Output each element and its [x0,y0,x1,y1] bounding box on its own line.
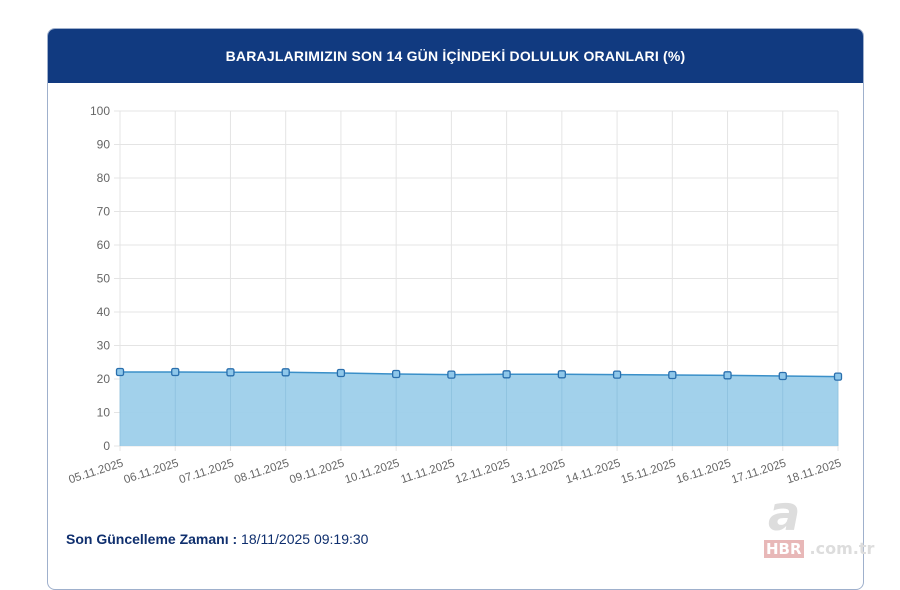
y-tick-label: 70 [97,205,111,219]
last-update-value: 18/11/2025 09:19:30 [241,531,369,547]
last-update: Son Güncelleme Zamanı : 18/11/2025 09:19… [66,531,368,547]
x-tick-label: 12.11.2025 [454,457,512,486]
data-point [833,372,843,381]
data-point [668,370,677,380]
x-tick-label: 17.11.2025 [730,457,788,486]
x-tick-label: 15.11.2025 [620,457,678,486]
chart-title: BARAJLARIMIZIN SON 14 GÜN İÇİNDEKİ DOLUL… [48,29,863,83]
data-point [612,370,622,379]
data-point [778,371,787,381]
data-point [502,370,511,379]
x-tick-label: 06.11.2025 [123,457,181,486]
data-point [115,367,125,377]
series-line [120,371,839,378]
data-point [226,368,235,377]
y-tick-label: 10 [97,406,111,420]
x-tick-label: 11.11.2025 [399,457,456,486]
y-tick-label: 80 [97,171,111,185]
data-point [281,368,290,377]
x-tick-label: 14.11.2025 [564,457,622,486]
watermark-row: HBR .com.tr [764,538,874,560]
y-tick-label: 100 [90,104,110,118]
x-tick-label: 10.11.2025 [343,457,401,486]
x-tick-label: 08.11.2025 [233,457,291,486]
data-point [447,370,456,379]
watermark-logo: a HBR .com.tr [764,490,900,560]
x-tick-label: 05.11.2025 [67,457,125,486]
x-tick-label: 16.11.2025 [675,457,733,486]
x-tick-label: 07.11.2025 [178,457,236,486]
y-tick-label: 40 [97,305,111,319]
data-point [392,369,401,379]
watermark-a: a [768,486,801,542]
data-point [723,371,732,380]
watermark-domain: .com.tr [809,539,875,558]
y-tick-label: 60 [97,238,111,252]
x-tick-label: 13.11.2025 [509,457,567,486]
y-tick-label: 90 [97,138,111,152]
x-tick-label: 09.11.2025 [288,457,346,486]
chart: 0 10 20 30 40 50 60 70 80 90 100 05.11.202506.11.20… [67,104,843,486]
last-update-label: Son Güncelleme Zamanı : [66,531,238,547]
x-tick-label: 18.11.2025 [785,457,843,486]
watermark-hbr: HBR [764,540,804,558]
data-point [336,368,346,378]
data-point [557,370,566,379]
y-tick-label: 50 [97,272,111,286]
y-tick-label: 20 [97,372,111,386]
area-fill [120,371,838,446]
y-tick-label: 30 [97,339,111,353]
y-tick-label: 0 [103,439,110,453]
data-point [171,367,180,377]
